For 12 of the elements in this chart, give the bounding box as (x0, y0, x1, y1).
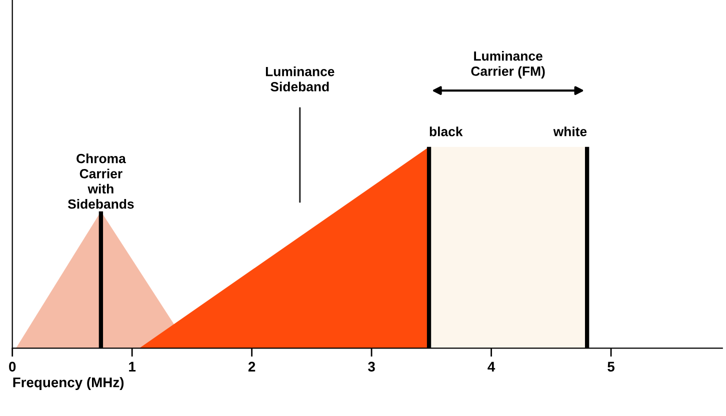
annotation: black (430, 126, 463, 136)
annotation: white (553, 126, 587, 136)
x-tick-label: 1 (129, 362, 136, 372)
annotation: Chroma Carrier with Sidebands (68, 154, 134, 209)
x-axis-title: Frequency (MHz) (13, 377, 124, 390)
x-tick-label: 4 (488, 362, 496, 372)
text: Luminance Sideband (266, 66, 334, 92)
text: Luminance Carrier (FM) (471, 51, 545, 78)
x-tick-label: 2 (248, 362, 256, 372)
x-tick-label: 3 (368, 362, 375, 372)
x-tick-label: 0 (9, 362, 16, 372)
x-tick-label: 5 (608, 362, 614, 372)
